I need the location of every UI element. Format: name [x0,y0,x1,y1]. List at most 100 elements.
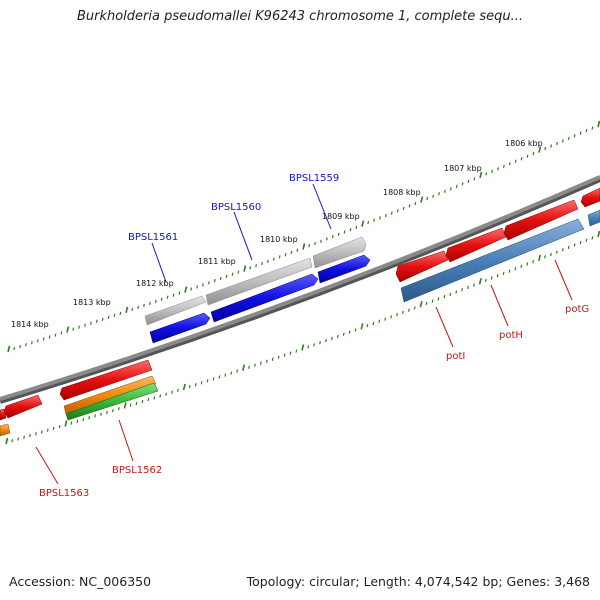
minor-tick [159,394,162,398]
major-tick [361,220,365,227]
gene-steel[interactable] [587,209,600,227]
inner-tick-row [5,230,600,445]
minor-tick [272,257,275,261]
gene-red[interactable] [0,408,7,421]
minor-tick [78,325,80,329]
gene-red[interactable] [580,187,600,208]
minor-tick [342,332,345,336]
major-tick [243,265,247,272]
minor-tick [213,279,216,283]
gene-red[interactable] [503,199,579,241]
major-tick [182,383,186,391]
minor-tick [402,310,404,315]
topology-summary: Topology: circular; Length: 4,074,542 bp… [246,574,590,589]
minor-tick [550,144,552,148]
gene-orange[interactable] [63,375,157,415]
kbp-label: 1810 kbp [260,235,298,244]
minor-tick [265,359,268,363]
minor-tick [113,313,116,317]
minor-tick [129,403,132,407]
minor-tick [320,239,322,243]
minor-tick [88,416,91,420]
gene-gray[interactable] [312,236,367,269]
major-tick [597,120,600,128]
minor-tick [520,264,523,268]
minor-tick [219,276,222,281]
minor-tick [17,437,20,441]
minor-tick [200,381,203,385]
minor-tick [591,236,594,240]
kbp-label: 1807 kbp [444,164,482,173]
major-tick [420,196,424,203]
gene-label-bpsl1559[interactable]: BPSL1559 [289,173,339,184]
gene-blue[interactable] [149,312,211,344]
minor-tick [326,237,328,241]
gene-red[interactable] [445,227,507,263]
accession-text: Accession: NC_006350 [9,574,152,589]
minor-tick [29,433,31,438]
minor-tick [390,315,392,319]
minor-tick [455,184,458,188]
minor-tick [255,264,257,268]
gene-orange[interactable] [0,423,11,437]
minor-tick [425,301,428,306]
minor-tick [188,384,191,389]
gene-label-poth[interactable]: potH [499,330,523,341]
minor-tick [94,414,96,418]
gene-label-bpsl1561[interactable]: BPSL1561 [128,232,178,243]
forward-gene-labels: BPSL1559 BPSL1560 BPSL1561 [128,173,339,283]
minor-tick [544,146,547,151]
minor-tick [259,361,262,365]
minor-tick [502,271,505,276]
gene-red[interactable] [395,250,449,283]
minor-tick [84,323,86,327]
gene-label-bpsl1563[interactable]: BPSL1563 [39,488,89,499]
minor-tick [444,189,446,193]
minor-tick [490,276,493,280]
minor-tick [40,430,43,434]
minor-tick [573,134,576,138]
gene-label-poti[interactable]: potI [446,351,465,362]
minor-tick [190,287,193,291]
minor-tick [514,267,517,271]
gene-blue[interactable] [317,254,371,284]
minor-tick [379,216,381,220]
minor-tick [106,410,108,415]
gene-blue[interactable] [210,273,319,323]
gene-red[interactable] [59,359,153,401]
minor-tick [295,349,298,353]
minor-tick [101,317,104,321]
minor-tick [432,194,434,198]
major-tick [538,254,542,261]
minor-tick [42,337,45,341]
minor-tick [526,262,529,266]
gene-gray[interactable] [205,257,313,306]
minor-tick [177,388,179,392]
gene-label-potg[interactable]: potG [565,304,589,315]
minor-tick [348,330,351,334]
minor-tick [520,157,523,161]
gene-green[interactable] [65,382,159,421]
minor-tick [166,295,169,299]
kbp-label: 1806 kbp [505,139,543,148]
minor-tick [426,197,429,201]
minor-tick [526,154,529,158]
minor-tick [236,369,239,373]
major-tick [66,326,70,333]
major-tick [184,286,188,293]
gene-label-bpsl1560[interactable]: BPSL1560 [211,202,261,213]
minor-tick [54,333,57,337]
minor-tick [556,141,558,146]
minor-tick [202,283,204,287]
minor-tick [407,308,410,312]
gene-gray[interactable] [144,295,207,326]
minor-tick [135,401,138,405]
gene-label-bpsl1562[interactable]: BPSL1562 [112,465,162,476]
minor-tick [131,307,134,311]
gene-steel[interactable] [400,218,585,303]
minor-tick [378,319,381,323]
major-tick [301,344,305,351]
minor-tick [408,204,411,208]
minor-tick [160,297,163,301]
minor-tick [52,426,55,431]
